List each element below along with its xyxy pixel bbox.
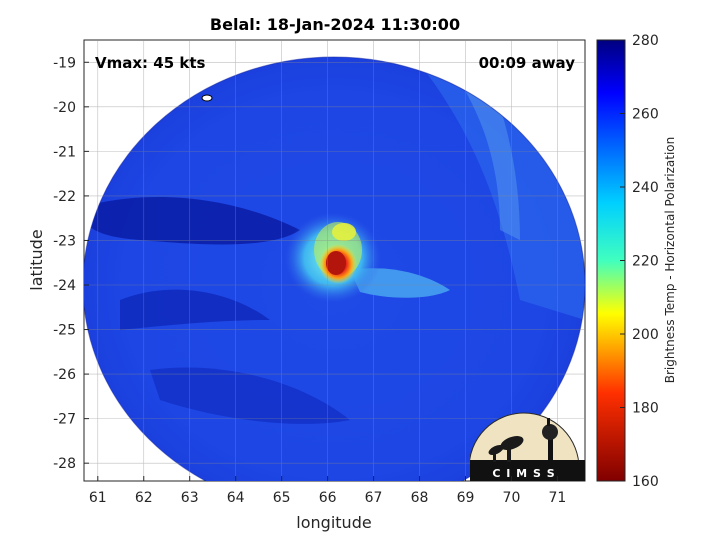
deep-band-southwest [120,289,270,330]
vmax-label: Vmax: 45 kts [95,54,205,72]
colorbar-tick-label: 220 [632,254,659,270]
y-tick-label: -23 [53,233,76,249]
colorbar-label: Brightness Temp - Horizontal Polarizatio… [663,137,677,384]
y-tick-label: -21 [53,144,76,160]
y-tick-label: -19 [53,55,76,71]
map-plot-area: Vmax: 45 kts 00:09 away C I M S S [83,39,586,482]
colorbar-tick-label: 240 [632,180,659,196]
x-tick-label: 61 [89,490,107,506]
small-island-marker [201,94,213,102]
colorbar-tick-label: 180 [632,401,659,417]
colorbar-ticks: 280 260 240 220 200 180 160 [620,33,659,490]
x-axis-ticks: 61 62 63 64 65 66 67 68 69 70 71 [89,476,566,506]
x-tick-label: 64 [227,490,245,506]
grid-lines [84,40,585,481]
x-tick-label: 67 [365,490,383,506]
colorbar: 280 260 240 220 200 180 160 Brightness Temp - … [596,33,677,490]
x-tick-label: 65 [273,490,291,506]
x-tick-label: 63 [181,490,199,506]
colorbar-tick-label: 260 [632,107,659,123]
y-tick-label: -27 [53,412,76,428]
y-axis-ticks: -19 -20 -21 -22 -23 -24 -25 -26 -27 -28 [53,55,89,472]
deep-band-south [150,367,350,424]
colorbar-tick-label: 280 [632,33,659,49]
cimss-logo: C I M S S [470,412,585,481]
colorbar-tick-label: 200 [632,327,659,343]
y-tick-label: -28 [53,456,76,472]
logo-text: C I M S S [492,467,555,480]
satellite-swath [84,56,585,481]
x-tick-label: 70 [503,490,521,506]
x-axis-label: longitude [296,513,371,532]
y-tick-label: -26 [53,367,76,383]
warm-cap [332,223,356,241]
x-tick-label: 66 [319,490,337,506]
time-away-label: 00:09 away [479,54,576,72]
x-tick-label: 69 [457,490,475,506]
cold-core-center [326,251,346,275]
x-tick-label: 62 [135,490,153,506]
colorbar-tick-label: 160 [632,474,659,490]
y-tick-label: -22 [53,189,76,205]
x-tick-label: 68 [411,490,429,506]
y-axis-label: latitude [27,229,46,290]
y-tick-label: -25 [53,323,76,339]
y-tick-label: -20 [53,100,76,116]
plot-title: Belal: 18-Jan-2024 11:30:00 [210,15,460,34]
deep-band-west [88,197,300,245]
x-tick-label: 71 [549,490,567,506]
y-tick-label: -24 [53,278,76,294]
